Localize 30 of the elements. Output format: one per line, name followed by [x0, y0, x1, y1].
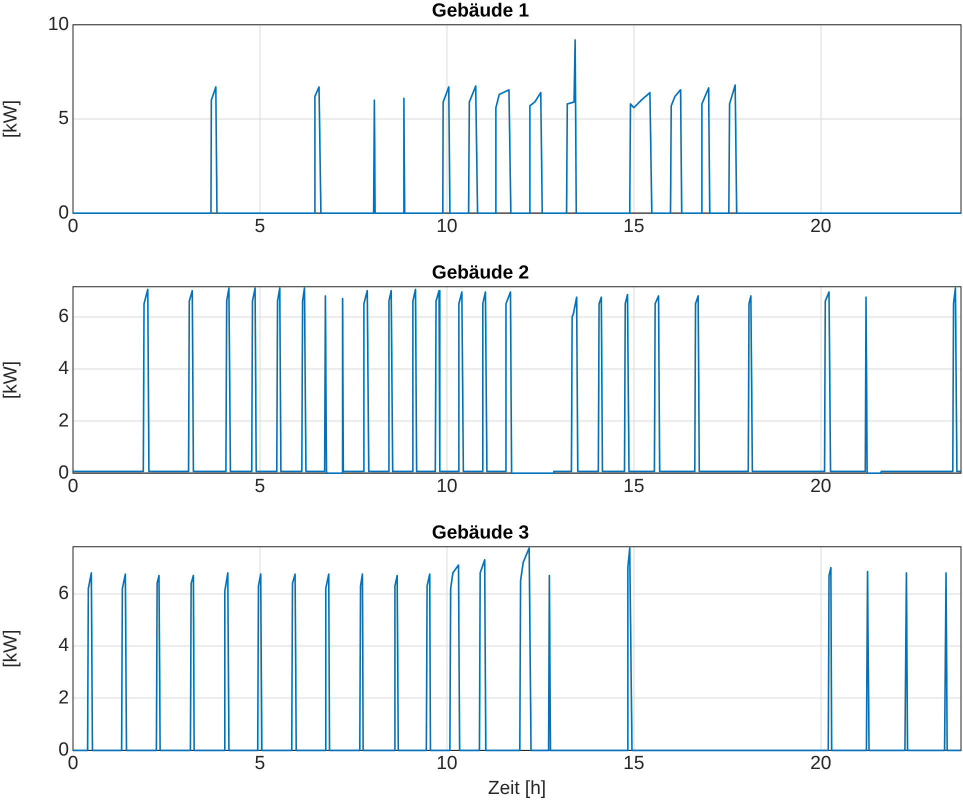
x-tick-label: 20 — [810, 753, 832, 774]
y-tick-label: 2 — [58, 410, 69, 432]
y-tick-label: 6 — [58, 306, 69, 328]
x-tick-label: 20 — [810, 216, 832, 237]
y-tick-label: 6 — [58, 583, 69, 604]
x-tick-label: 20 — [810, 476, 832, 497]
x-tick-label: 10 — [436, 476, 458, 497]
y-tick-label: 4 — [58, 635, 70, 656]
chart-title: Gebäude 1 — [432, 0, 530, 22]
x-tick-label: 15 — [623, 216, 644, 237]
y-axis-title: [kW] — [0, 630, 22, 668]
y-tick-label: 5 — [58, 108, 69, 130]
x-tick-label: 10 — [436, 216, 458, 237]
x-tick-label: 15 — [623, 753, 644, 774]
x-tick-label: 15 — [623, 476, 644, 497]
y-tick-label: 10 — [48, 14, 69, 36]
y-tick-label: 0 — [58, 462, 69, 484]
x-tick-label: 5 — [254, 476, 266, 497]
x-tick-label: 5 — [254, 216, 266, 237]
chart-title: Gebäude 2 — [432, 262, 530, 284]
y-tick-label: 0 — [58, 202, 69, 224]
chart-title: Gebäude 3 — [432, 522, 530, 544]
x-tick-label: 10 — [436, 753, 458, 774]
y-tick-label: 0 — [58, 740, 69, 761]
x-axis-title: Zeit [h] — [488, 778, 546, 799]
y-axis-title: [kW] — [0, 361, 22, 399]
y-tick-label: 2 — [58, 687, 69, 708]
y-tick-label: 4 — [58, 358, 70, 380]
x-tick-label: 5 — [254, 753, 266, 774]
y-axis-title: [kW] — [0, 100, 22, 138]
